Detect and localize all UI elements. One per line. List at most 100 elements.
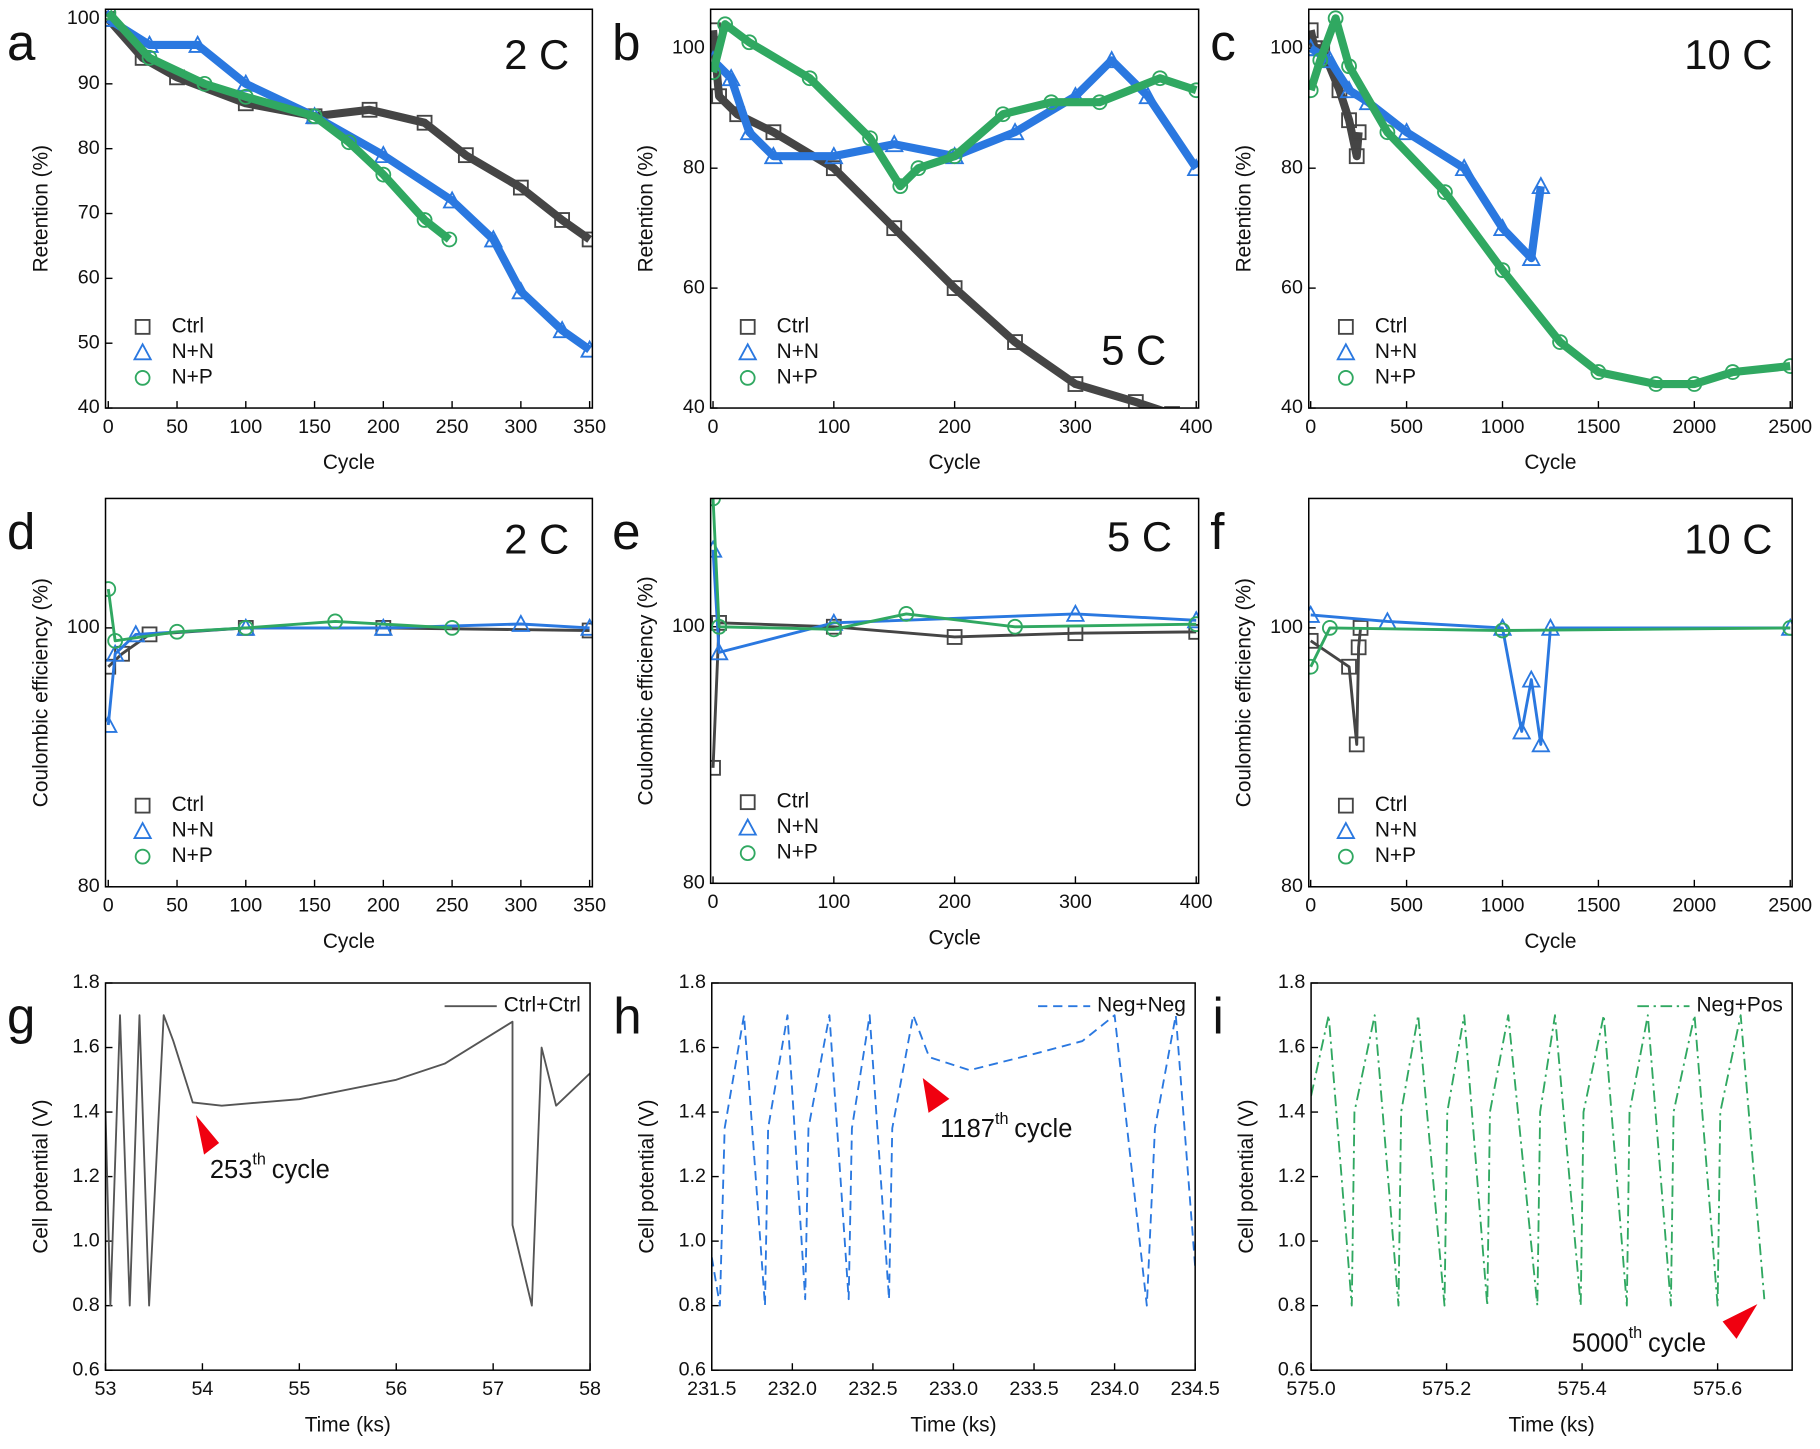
x-tick-label: 56 (385, 1378, 407, 1400)
x-tick-label: 400 (1180, 416, 1213, 438)
marker (1348, 736, 1365, 753)
marker (512, 179, 529, 196)
annotation-suffix: cycle (272, 1156, 330, 1184)
panel-letter: e (612, 503, 640, 560)
y-tick-label: 60 (78, 267, 100, 289)
y-axis-label: Retention (%) (1233, 145, 1256, 273)
marker (1308, 632, 1319, 649)
panel: e 0 100 200 300 400 80 100 Cycle Coulombic effici… (612, 497, 1213, 949)
y-tick-label: 0.8 (72, 1294, 99, 1316)
marker (1138, 86, 1158, 105)
series-line (105, 16, 592, 243)
legend-label: Neg+Pos (1696, 994, 1782, 1017)
legend-marker (739, 845, 756, 862)
legend-marker (1336, 821, 1356, 840)
panel: c 0 500 1000 1500 2000 2500 40 60 80 100 Cycle Reten… (1210, 8, 1812, 474)
legend-label: N+P (172, 844, 213, 867)
x-tick-label: 57 (482, 1378, 504, 1400)
marker (444, 620, 460, 636)
legend-marker (134, 848, 151, 865)
rate-label: 10 C (1684, 516, 1772, 563)
marker (1521, 248, 1541, 267)
legend-label: N+N (172, 819, 214, 842)
marker (710, 539, 723, 558)
marker (1005, 122, 1025, 141)
marker (886, 220, 903, 237)
marker (341, 134, 357, 151)
marker (892, 178, 909, 195)
marker (995, 106, 1011, 123)
marker (579, 339, 593, 358)
marker (1782, 358, 1793, 374)
marker (107, 632, 124, 649)
y-tick-label: 100 (67, 616, 100, 638)
legend-label: N+N (172, 340, 214, 363)
marker (105, 9, 117, 21)
x-tick-label: 53 (95, 1378, 117, 1400)
marker (1007, 618, 1023, 635)
plot-frame (709, 497, 1200, 885)
y-tick-label: 60 (1281, 276, 1303, 298)
series-line (107, 626, 590, 668)
panel-letter: f (1210, 503, 1225, 560)
y-tick-label: 0.8 (679, 1294, 706, 1316)
x-tick-label: 54 (191, 1378, 213, 1400)
y-tick-label: 80 (1281, 156, 1303, 178)
y-axis-label: Cell potential (V) (636, 1099, 659, 1253)
marker (946, 629, 963, 645)
x-axis-label: Cycle (1524, 451, 1576, 474)
y-tick-label: 100 (67, 7, 100, 29)
marker (327, 613, 344, 630)
y-axis-label: Retention (%) (29, 145, 52, 273)
legend-label: Ctrl (777, 314, 809, 337)
x-tick-label: 100 (817, 416, 850, 438)
marker (862, 130, 878, 147)
marker (1540, 617, 1561, 636)
marker (1308, 658, 1319, 675)
series-line (1309, 626, 1791, 668)
marker (946, 280, 963, 296)
marker (1007, 334, 1023, 350)
x-tick-label: 55 (288, 1378, 310, 1400)
legend-label: Ctrl (1375, 314, 1407, 337)
y-tick-label: 0.6 (679, 1358, 706, 1380)
x-tick-label: 300 (504, 895, 537, 917)
y-tick-label: 40 (683, 396, 705, 418)
marker (741, 34, 758, 51)
y-tick-label: 1.6 (72, 1036, 99, 1058)
y-tick-label: 1.4 (1278, 1100, 1305, 1122)
x-tick-label: 0 (103, 416, 114, 438)
y-tick-label: 1.8 (1278, 971, 1305, 993)
y-tick-label: 0.6 (1278, 1358, 1305, 1380)
marker (1782, 620, 1793, 636)
legend-label: Neg+Neg (1097, 994, 1186, 1017)
marker (1067, 376, 1084, 392)
legend-marker (738, 817, 758, 836)
y-tick-label: 1.6 (1278, 1036, 1305, 1058)
x-tick-label: 300 (1059, 416, 1092, 438)
legend-label: N+N (1375, 819, 1417, 842)
marker (581, 622, 593, 639)
x-tick-label: 200 (367, 416, 400, 438)
marker (581, 231, 593, 248)
x-tick-label: 250 (436, 416, 469, 438)
marker (1348, 148, 1365, 165)
marker (710, 64, 721, 81)
y-tick-label: 90 (78, 72, 100, 94)
x-tick-label: 0 (708, 416, 719, 438)
y-tick-label: 80 (683, 156, 705, 178)
panel-letter: d (7, 503, 35, 560)
x-axis-label: Cycle (323, 930, 375, 953)
y-tick-label: 1.2 (1278, 1165, 1305, 1187)
panel: h 231.5 232.0 232.5 233.0 233.5 234.0 234.5 0.6 0… (613, 971, 1220, 1436)
panel: a 0 50 100 150 200 250 300 350 40 50 60 70 80 90 100 Cyc… (7, 7, 606, 474)
marker (1321, 620, 1338, 636)
x-tick-label: 2500 (1768, 416, 1812, 438)
legend-marker (739, 370, 756, 386)
series-line (1310, 613, 1791, 746)
marker (1339, 80, 1359, 99)
marker (710, 498, 721, 507)
marker (373, 617, 393, 636)
marker (1341, 112, 1357, 129)
annotation: 253th cycle (210, 1151, 330, 1184)
